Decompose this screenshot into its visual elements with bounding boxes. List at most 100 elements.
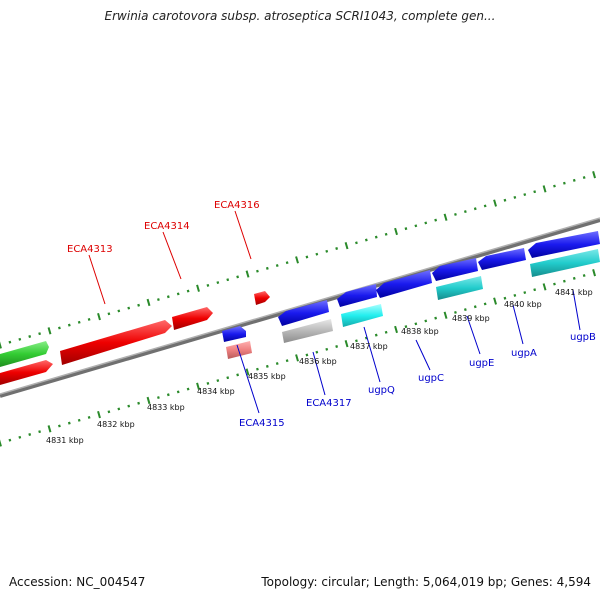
minor-tick [166,295,170,299]
gene-feature[interactable] [376,270,432,298]
minor-tick [483,302,487,306]
upper-tick-scale [0,171,596,349]
kbp-label: 4834 kbp [197,387,235,396]
minor-tick [503,296,507,300]
minor-tick [77,320,81,324]
minor-tick [364,238,368,242]
minor-tick [335,345,339,348]
minor-tick [117,309,121,313]
minor-tick [582,176,586,179]
gene-feature[interactable] [528,231,600,258]
minor-tick [483,204,487,208]
bottom-label-leaders [236,289,581,414]
minor-tick [325,249,329,253]
major-tick [542,185,547,193]
minor-tick [206,283,210,287]
minor-tick [275,362,279,365]
gene-feature[interactable] [337,284,377,307]
minor-tick [176,390,180,394]
major-tick [443,311,448,319]
minor-tick [18,435,22,439]
minor-tick [374,235,378,239]
gene-feature[interactable] [0,360,53,385]
genome-backbone-highlight [0,217,600,395]
minor-tick [8,438,12,442]
minor-tick [454,310,457,314]
kbp-label: 4839 kbp [452,314,490,323]
minor-tick [463,210,467,214]
gene-label-ugpb[interactable]: ugpB [570,332,596,343]
minor-tick [58,326,61,330]
gene-feature[interactable] [432,258,478,281]
gene-label-eca4316[interactable]: ECA4316 [214,200,260,211]
minor-tick [77,418,81,422]
gene-label-ugpc[interactable]: ugpC [418,373,444,384]
minor-tick [87,415,91,419]
top-label-leaders [88,210,252,305]
kbp-label: 4840 kbp [504,300,542,309]
gene-label-ugpq[interactable]: ugpQ [368,385,395,396]
gene-label-eca4314[interactable]: ECA4314 [144,221,190,232]
minor-tick [157,396,160,400]
major-tick [196,284,200,292]
minor-tick [265,266,269,270]
minor-tick [335,247,339,250]
kbp-label: 4833 kbp [147,403,185,412]
gene-feature[interactable] [222,326,246,342]
major-tick [47,327,52,335]
minor-tick [216,281,220,285]
minor-tick [473,207,477,211]
gene-feature[interactable] [282,319,333,343]
gene-feature[interactable] [341,304,383,327]
minor-tick [533,190,537,194]
major-tick [146,298,151,307]
minor-tick [454,212,457,216]
gene-feature[interactable] [436,276,483,300]
minor-tick [424,221,428,225]
major-tick [245,368,250,376]
gene-feature[interactable] [254,291,270,305]
minor-tick [305,353,309,357]
major-tick [493,297,497,305]
minor-tick [67,421,71,425]
gene-label-eca4313[interactable]: ECA4313 [67,244,113,255]
minor-tick [186,387,190,391]
gene-feature[interactable] [60,320,172,365]
minor-tick [414,224,418,228]
gene-feature[interactable] [530,249,600,277]
minor-tick [226,376,230,380]
kbp-label: 4836 kbp [299,357,337,366]
minor-tick [533,288,537,292]
major-tick [196,382,200,390]
gene-label-eca4317[interactable]: ECA4317 [306,398,352,409]
minor-tick [503,198,507,202]
minor-tick [374,333,378,337]
major-tick [592,171,596,179]
gene-feature[interactable] [278,300,329,326]
lower-tick-scale [0,269,596,447]
minor-tick [384,232,388,236]
minor-tick [38,430,41,434]
minor-tick [28,433,32,436]
minor-tick [67,323,71,327]
minor-tick [137,303,141,307]
gene-feature[interactable] [478,248,526,270]
major-tick [47,425,52,433]
gene-feature[interactable] [172,307,213,330]
kbp-label: 4841 kbp [555,288,593,297]
kbp-label: 4837 kbp [350,342,388,351]
gene-label-eca4315[interactable]: ECA4315 [239,418,285,429]
minor-tick [87,317,91,321]
minor-tick [157,298,160,302]
minor-tick [38,332,41,336]
minor-tick [513,293,517,297]
minor-tick [325,347,329,351]
minor-tick [582,274,586,277]
genome-summary-text: Topology: circular; Length: 5,064,019 bp… [261,575,591,589]
minor-tick [553,282,556,286]
gene-label-ugpe[interactable]: ugpE [469,358,494,369]
gene-feature[interactable] [0,341,49,367]
gene-label-ugpa[interactable]: ugpA [511,348,537,359]
minor-tick [206,381,210,385]
